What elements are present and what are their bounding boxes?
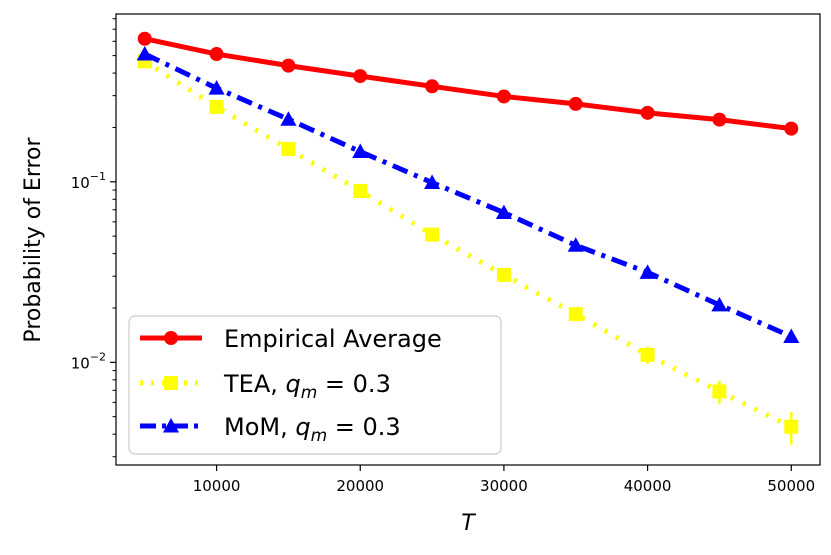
legend-label: Empirical Average xyxy=(224,325,442,353)
data-point xyxy=(712,384,727,399)
x-axis-label: T xyxy=(461,511,476,536)
series-2 xyxy=(136,46,800,343)
series-layer xyxy=(136,31,800,445)
data-point xyxy=(711,296,728,312)
data-point xyxy=(784,419,799,434)
legend-item: MoM, qm = 0.3 xyxy=(140,413,401,446)
data-point xyxy=(425,227,440,242)
data-point xyxy=(568,96,583,111)
data-point xyxy=(209,47,224,62)
data-point xyxy=(281,141,296,156)
data-point xyxy=(353,69,368,84)
legend-label: TEA, qm = 0.3 xyxy=(223,370,391,403)
data-point xyxy=(640,105,655,120)
data-point xyxy=(496,89,511,104)
plot-frame xyxy=(115,13,821,466)
x-tick-label: 10000 xyxy=(193,477,241,495)
data-point xyxy=(209,99,224,114)
legend-label: MoM, qm = 0.3 xyxy=(224,413,401,446)
data-point xyxy=(639,264,656,279)
data-point xyxy=(784,121,799,136)
x-tick-label: 30000 xyxy=(480,477,528,495)
legend: Empirical Average TEA, qm = 0.3 MoM, qm = … xyxy=(128,315,502,455)
legend-item: TEA, qm = 0.3 xyxy=(140,370,391,403)
data-point xyxy=(568,307,583,322)
data-point xyxy=(495,204,512,220)
data-point xyxy=(425,79,440,94)
data-point xyxy=(783,328,800,343)
data-point xyxy=(164,331,178,345)
data-point xyxy=(424,174,441,190)
axes-layer: 10000 20000 30000 40000 50000 10−1 10−2 xyxy=(71,18,815,495)
legend-box xyxy=(128,315,502,455)
x-tick-label: 50000 xyxy=(767,477,815,495)
y-tick-label: 10−2 xyxy=(71,350,106,372)
data-point xyxy=(496,267,511,282)
legend-item: Empirical Average xyxy=(140,325,442,353)
data-point xyxy=(164,376,178,390)
series-line xyxy=(143,51,793,339)
y-tick-label: 10−1 xyxy=(71,170,106,192)
data-point xyxy=(208,80,225,95)
series-0 xyxy=(137,31,799,136)
series-line xyxy=(144,36,792,132)
x-tick-label: 40000 xyxy=(624,477,672,495)
data-point xyxy=(640,347,655,362)
data-point xyxy=(352,143,369,159)
series-1 xyxy=(137,54,799,445)
data-point xyxy=(712,112,727,127)
data-point xyxy=(281,58,296,73)
data-point xyxy=(137,31,152,46)
y-axis-label: Probability of Error xyxy=(21,136,46,342)
data-point xyxy=(280,111,297,126)
x-tick-label: 20000 xyxy=(336,477,384,495)
data-point xyxy=(136,46,153,61)
data-point xyxy=(567,237,584,252)
data-point xyxy=(162,417,180,433)
data-point xyxy=(353,183,368,198)
